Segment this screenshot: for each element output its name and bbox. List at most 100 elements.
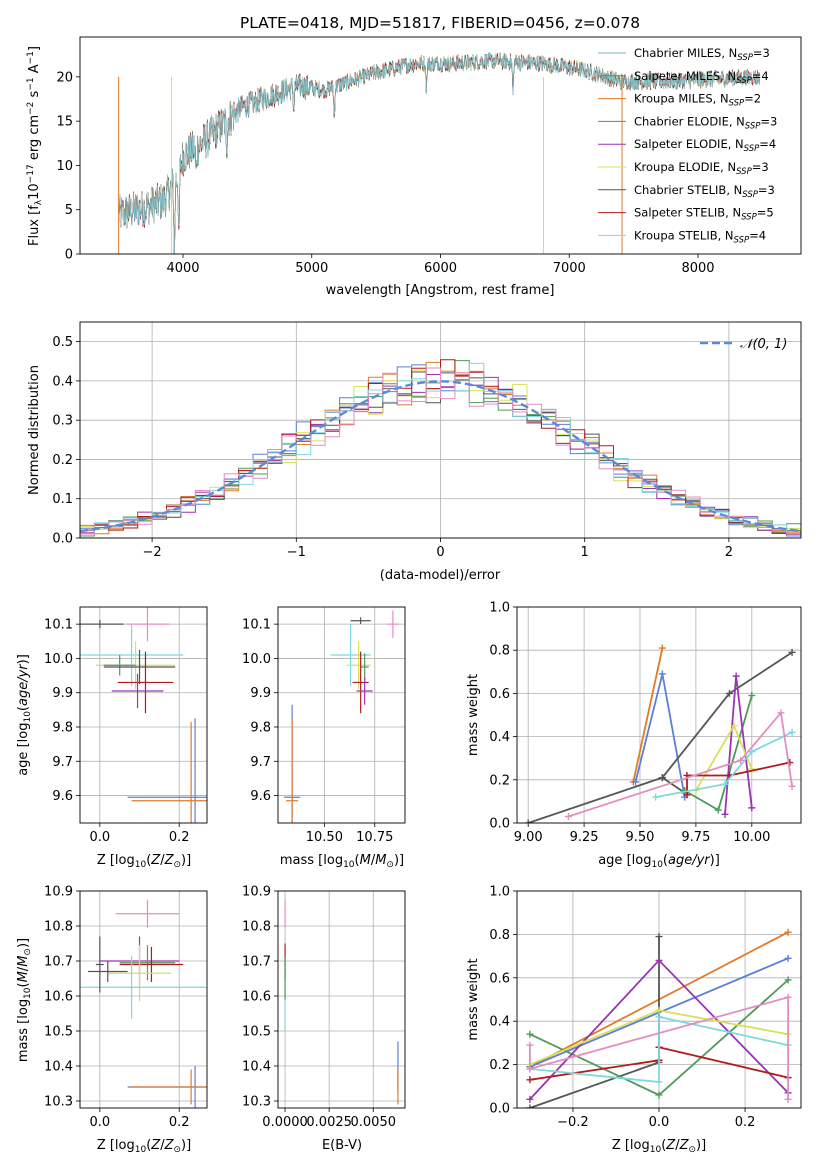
axis-label-text: M bbox=[360, 853, 371, 868]
x-tick-label: 0.2 bbox=[735, 1115, 756, 1130]
y-tick-label: 0 bbox=[65, 248, 73, 263]
mass-weight-point-marker bbox=[748, 692, 756, 700]
axis-label-sub: ⊙ bbox=[688, 1145, 696, 1155]
y-tick-label: 1.0 bbox=[489, 601, 510, 616]
legend-label-name: Kroupa ELODIE, N bbox=[634, 160, 736, 174]
axes-frame bbox=[277, 890, 406, 1109]
legend-label: Chabrier MILES, NSSP=3 bbox=[634, 46, 770, 63]
mass-weight-point-marker bbox=[526, 1030, 534, 1038]
axis-label-text: ( bbox=[661, 1138, 666, 1153]
axis-label-text: )] bbox=[181, 853, 191, 868]
y-tick-label: 9.8 bbox=[52, 721, 73, 736]
x-tick-label: 6000 bbox=[424, 261, 457, 276]
residual-histogram-series bbox=[80, 367, 801, 536]
axes-frame bbox=[516, 606, 802, 824]
y-tick-label: 0.2 bbox=[52, 453, 73, 468]
mass-weight-point-marker bbox=[714, 806, 722, 814]
y-axis-label-text: A bbox=[27, 64, 42, 77]
mass-weight-series-line bbox=[686, 761, 790, 795]
axis-label-text: mass [log bbox=[16, 999, 31, 1062]
legend-label: Salpeter STELIB, NSSP=5 bbox=[634, 206, 774, 223]
mass-weight-point-marker bbox=[564, 813, 572, 821]
axis-label-text: Z [log bbox=[612, 1138, 650, 1153]
legend-label-sub: SSP bbox=[744, 144, 760, 154]
axis-label-text: ( bbox=[663, 853, 668, 868]
mass-weight-point-marker bbox=[788, 648, 796, 656]
axis-label-text: M bbox=[16, 956, 31, 967]
y-tick-label: 10.3 bbox=[242, 1095, 271, 1110]
axes-mass-vs-Z: 0.0 0.2 10.3 10.4 10.5 10.6 10.7 10.8 10.9 Z [log… bbox=[16, 885, 208, 1155]
legend-label-eq: =3 bbox=[758, 183, 775, 197]
mass-weight-series-line bbox=[568, 710, 793, 818]
legend-label-eq: =3 bbox=[753, 46, 770, 60]
mass-weight-series-line bbox=[529, 996, 789, 1100]
axis-label-text: Z [log bbox=[97, 1138, 135, 1153]
y-tick-label: 10 bbox=[56, 159, 73, 174]
x-tick-label: 0 bbox=[436, 545, 444, 560]
legend-label-sub: SSP bbox=[741, 213, 757, 223]
mass-weight-point-marker bbox=[526, 1095, 534, 1103]
mass-weight-point-marker bbox=[655, 933, 663, 941]
axis-label-text: )] bbox=[16, 654, 31, 664]
mass-weight-point-marker bbox=[658, 644, 666, 652]
legend-label-name: Salpeter STELIB, N bbox=[634, 206, 741, 220]
y-tick-label: 10.6 bbox=[242, 990, 271, 1005]
mass-weight-point-marker bbox=[737, 756, 745, 764]
y-axis-label-text: erg cm bbox=[27, 115, 42, 164]
y-tick-label: 10.7 bbox=[242, 955, 271, 970]
legend-label-eq: =2 bbox=[744, 92, 761, 106]
legend-label-sub: SSP bbox=[736, 76, 752, 86]
mass-weight-point-marker bbox=[526, 1065, 534, 1073]
y-axis-label-text: Flux [f bbox=[27, 205, 42, 246]
y-tick-label: 20 bbox=[56, 70, 73, 85]
mass-weight-series-line bbox=[661, 776, 686, 794]
legend-label-sub: SSP bbox=[737, 53, 753, 63]
x-tick-label: 10.50 bbox=[306, 830, 343, 845]
mass-weight-point-marker bbox=[655, 956, 663, 964]
mass-weight-point-marker bbox=[788, 728, 796, 736]
mass-weight-point-marker bbox=[784, 928, 792, 936]
legend-label-sub: SSP bbox=[729, 99, 745, 109]
x-tick-label: 0.2 bbox=[169, 1115, 190, 1130]
axis-label-text: mass [log bbox=[280, 853, 343, 868]
mass-weight-point-marker bbox=[655, 1078, 663, 1086]
mass-weight-point-marker bbox=[655, 1091, 663, 1099]
x-tick-label: 9.25 bbox=[570, 830, 599, 845]
mass-weight-point-marker bbox=[784, 1095, 792, 1103]
y-tick-label: 10.0 bbox=[242, 652, 271, 667]
axis-label-sub: 10 bbox=[343, 860, 355, 870]
y-axis-label-text: s bbox=[27, 90, 42, 101]
axis-label-text: age [log bbox=[16, 723, 31, 776]
axis-label-text: Z bbox=[150, 1138, 161, 1153]
chart-title: PLATE=0418, MJD=51817, FIBERID=0456, z=0… bbox=[240, 14, 640, 32]
legend-label-name: Salpeter MILES, N bbox=[634, 69, 736, 83]
plot-area-mass-vs-Z bbox=[80, 899, 207, 1108]
normal-distribution-curve bbox=[80, 380, 801, 533]
y-tick-label: 0.0 bbox=[489, 1102, 510, 1117]
legend-label-eq: =4 bbox=[759, 137, 776, 151]
y-axis-label-sup: −2 bbox=[26, 102, 36, 115]
axes-frame bbox=[79, 606, 208, 824]
axis-label-text: / bbox=[675, 1138, 680, 1153]
x-tick-label: 4000 bbox=[166, 261, 199, 276]
axis-label-text: M bbox=[16, 971, 31, 982]
y-tick-label: 0.8 bbox=[489, 928, 510, 943]
plot-area-mass-weight-vs-Z bbox=[526, 928, 792, 1108]
x-tick-label: −1 bbox=[287, 545, 306, 560]
y-tick-label: 0.3 bbox=[52, 414, 73, 429]
mass-weight-point-marker bbox=[725, 689, 733, 697]
x-axis-label: E(B-V) bbox=[322, 1138, 362, 1153]
legend-label-eq: =4 bbox=[752, 69, 769, 83]
y-tick-label: 0.1 bbox=[52, 492, 73, 507]
axes-spectrum: 4000 5000 6000 7000 8000 0 5 10 15 20 PLATE=0418, … bbox=[26, 14, 802, 298]
axis-label-text: age/yr bbox=[16, 663, 31, 706]
axes-age-vs-mass: 10.50 10.75 9.6 9.7 9.8 9.9 10.0 10.1 mass [log1… bbox=[242, 606, 406, 870]
x-tick-label: 5000 bbox=[295, 261, 328, 276]
mass-weight-point-marker bbox=[658, 670, 666, 678]
x-axis-label: wavelength [Angstrom, rest frame] bbox=[326, 283, 555, 298]
legend-label: Kroupa MILES, NSSP=2 bbox=[634, 92, 761, 109]
y-tick-label: 9.7 bbox=[52, 755, 73, 770]
x-tick-label: −2 bbox=[143, 545, 162, 560]
x-tick-label: 0.0 bbox=[649, 1115, 670, 1130]
